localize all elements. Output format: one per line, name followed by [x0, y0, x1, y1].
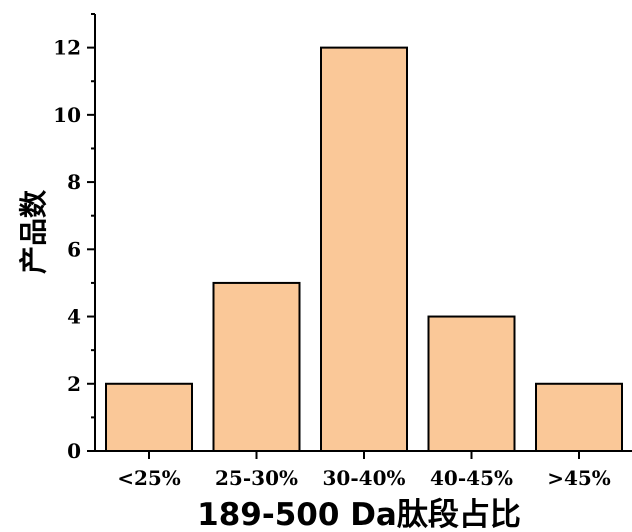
x-tick-label: <25% — [117, 466, 181, 490]
x-tick-label: 25-30% — [215, 466, 298, 490]
bars-group — [105, 46, 623, 452]
y-tick-label: 6 — [67, 237, 81, 261]
x-tick-label: 30-40% — [323, 466, 406, 490]
y-tick-label: 2 — [67, 372, 81, 396]
bar-0 — [105, 382, 193, 452]
y-axis-ticks: 0 2 4 6 8 10 12 — [53, 13, 95, 463]
y-tick-label: 10 — [53, 103, 81, 127]
bar-3 — [427, 315, 516, 452]
y-tick-label: 8 — [67, 170, 81, 194]
y-tick-label: 4 — [67, 305, 81, 329]
y-tick-label: 0 — [67, 439, 81, 463]
bar-1 — [212, 281, 301, 452]
x-axis-ticks: <25% 25-30% 30-40% 40-45% >45% — [117, 451, 611, 490]
x-tick-label: >45% — [547, 466, 611, 490]
x-axis-title: 189-500 Da肽段占比 — [197, 497, 521, 532]
bar-4 — [535, 382, 623, 452]
y-axis-title: 产品数 — [17, 189, 50, 274]
bar-2 — [320, 46, 408, 452]
x-tick-label: 40-45% — [430, 466, 513, 490]
y-tick-label: 12 — [53, 36, 81, 60]
